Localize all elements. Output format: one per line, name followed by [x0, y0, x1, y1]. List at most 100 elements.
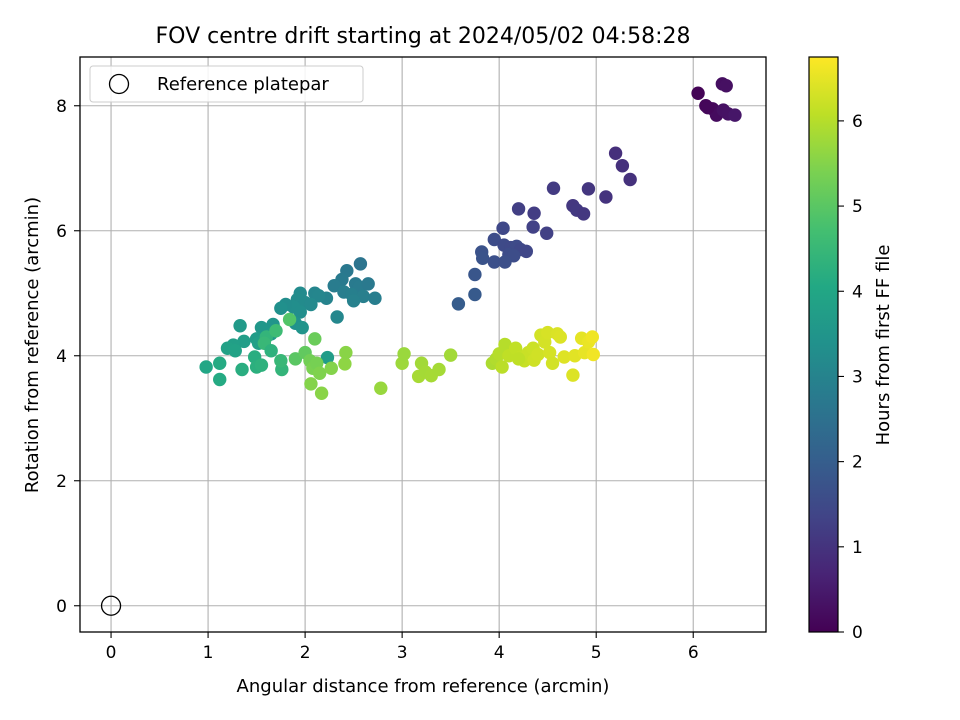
data-point-128 — [545, 356, 560, 370]
x-tick-label-3: 3 — [397, 643, 408, 663]
data-point-75 — [320, 350, 335, 365]
x-tick-label-0: 0 — [106, 643, 117, 663]
data-point-22 — [540, 226, 554, 240]
data-point-139 — [511, 352, 526, 366]
data-point-33 — [475, 251, 490, 265]
data-point-123 — [531, 347, 545, 362]
y-axis-ticks: 0 2 4 6 8 — [56, 97, 80, 617]
data-point-92 — [308, 332, 322, 346]
legend-marker-icon — [108, 73, 130, 95]
x-axis-label: Angular distance from reference (arcmin) — [237, 676, 610, 697]
colorbar-tick-label-4: 4 — [852, 282, 863, 302]
data-point-35 — [498, 255, 512, 269]
data-point-137 — [585, 330, 600, 344]
data-point-73 — [228, 344, 242, 358]
data-point-70 — [237, 334, 251, 349]
y-tick-label-3: 6 — [56, 222, 67, 242]
data-point-10 — [608, 146, 623, 160]
data-point-87 — [254, 358, 269, 372]
data-point-15 — [546, 181, 561, 195]
y-tick-label-2: 4 — [56, 347, 67, 367]
data-point-29 — [519, 244, 534, 259]
y-tick-label-1: 2 — [56, 472, 67, 492]
data-point-99 — [324, 361, 339, 375]
data-points — [199, 77, 742, 400]
data-point-20 — [527, 206, 541, 220]
grid — [80, 57, 766, 632]
data-point-53 — [311, 289, 326, 303]
colorbar-ticks: 0 1 2 3 4 5 6 — [838, 112, 863, 643]
data-point-115 — [498, 337, 512, 352]
data-point-138 — [586, 347, 600, 362]
data-point-49 — [368, 291, 382, 305]
data-point-132 — [566, 368, 580, 382]
data-point-61 — [293, 305, 307, 319]
data-point-60 — [274, 301, 288, 315]
data-point-100 — [338, 357, 352, 371]
y-tick-label-4: 8 — [56, 97, 67, 117]
data-point-101 — [339, 345, 353, 360]
x-tick-label-2: 2 — [300, 643, 311, 663]
data-point-110 — [443, 348, 458, 362]
data-point-85 — [235, 362, 249, 377]
colorbar-tick-label-5: 5 — [852, 197, 863, 217]
chart-title: FOV centre drift starting at 2024/05/02 … — [156, 24, 691, 49]
data-point-76 — [282, 312, 297, 327]
plot-area: 0 1 2 3 4 5 6 0 2 4 6 8 — [56, 56, 767, 663]
data-point-45 — [361, 277, 375, 291]
data-point-102 — [374, 381, 388, 395]
x-axis-ticks: 0 1 2 3 4 5 6 — [106, 632, 699, 663]
data-point-62 — [330, 310, 344, 324]
x-tick-label-4: 4 — [494, 643, 505, 663]
data-point-37 — [468, 287, 482, 302]
data-point-36 — [468, 267, 482, 282]
legend: Reference platepar — [89, 65, 364, 103]
data-point-39 — [353, 257, 368, 271]
data-point-98 — [314, 386, 329, 400]
reference-marker — [100, 595, 122, 616]
colorbar: 0 1 2 3 4 5 6 Hours from first FF file — [808, 56, 894, 643]
colorbar-tick-label-3: 3 — [852, 367, 863, 387]
data-point-18 — [576, 207, 591, 221]
colorbar-label: Hours from first FF file — [873, 245, 894, 446]
data-point-11 — [615, 159, 630, 173]
data-point-42 — [327, 279, 341, 293]
x-tick-label-6: 6 — [688, 643, 699, 663]
data-point-14 — [599, 190, 613, 204]
legend-box — [89, 65, 364, 103]
y-axis-label: Rotation from reference (arcmin) — [22, 197, 43, 493]
colorbar-tick-label-1: 1 — [852, 538, 863, 558]
data-point-19 — [511, 202, 526, 216]
data-point-59 — [304, 297, 318, 312]
data-point-9 — [701, 100, 715, 115]
data-point-78 — [269, 324, 283, 338]
data-point-83 — [199, 360, 213, 374]
data-point-38 — [451, 297, 466, 311]
data-point-0 — [691, 86, 705, 100]
legend-label: Reference platepar — [157, 74, 329, 95]
data-point-5 — [719, 79, 733, 93]
y-tick-label-0: 0 — [56, 597, 67, 617]
data-point-34 — [487, 255, 502, 269]
reference-point — [100, 595, 122, 616]
data-point-97 — [304, 377, 318, 391]
data-point-13 — [581, 182, 596, 196]
data-point-84 — [213, 372, 227, 387]
x-tick-label-1: 1 — [203, 643, 214, 663]
data-point-21 — [526, 220, 540, 234]
data-point-24 — [487, 232, 502, 247]
data-point-104 — [397, 347, 411, 361]
data-point-109 — [432, 362, 446, 377]
data-point-89 — [274, 354, 288, 368]
axes-frame — [79, 56, 767, 633]
data-point-68 — [233, 319, 247, 333]
data-point-131 — [557, 350, 571, 364]
data-point-8 — [728, 108, 742, 122]
data-point-90 — [288, 352, 303, 366]
colorbar-gradient — [808, 56, 839, 633]
data-point-82 — [213, 356, 227, 370]
colorbar-tick-label-6: 6 — [852, 112, 863, 132]
data-point-127 — [542, 345, 557, 360]
data-point-50 — [346, 294, 361, 308]
data-point-64 — [295, 320, 309, 335]
